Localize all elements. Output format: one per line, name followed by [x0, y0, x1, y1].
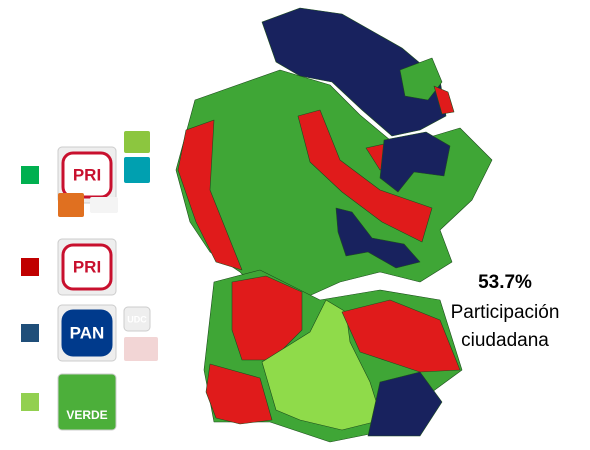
party-logo-text: VERDE: [66, 408, 107, 422]
party-logo-text: UDC: [127, 314, 147, 324]
map-view: PRI PRI PAN UDC VERDE 53.7% Participación ci…: [0, 0, 590, 450]
party-logo: [124, 157, 150, 183]
party-logo: [58, 193, 84, 217]
state-map: [176, 8, 492, 442]
party-logo: [90, 197, 118, 213]
party-logo-text: PRI: [73, 165, 101, 184]
participation-label: Participación: [451, 302, 560, 323]
legend-swatch: [21, 166, 39, 184]
legend-swatch: [21, 324, 39, 342]
participation-value: 53.7%: [478, 272, 532, 293]
legend: PRI PRI PAN UDC VERDE: [21, 131, 158, 430]
page: {"participation": {"value": "53.7%", "li…: [0, 0, 590, 450]
party-logo-text: PAN: [70, 323, 105, 342]
party-logo: [124, 337, 158, 361]
party-logo-text: PRI: [73, 257, 101, 276]
legend-swatch: [21, 258, 39, 276]
party-logo: [124, 131, 150, 153]
participation-label: ciudadana: [461, 330, 549, 351]
legend-swatch: [21, 393, 39, 411]
